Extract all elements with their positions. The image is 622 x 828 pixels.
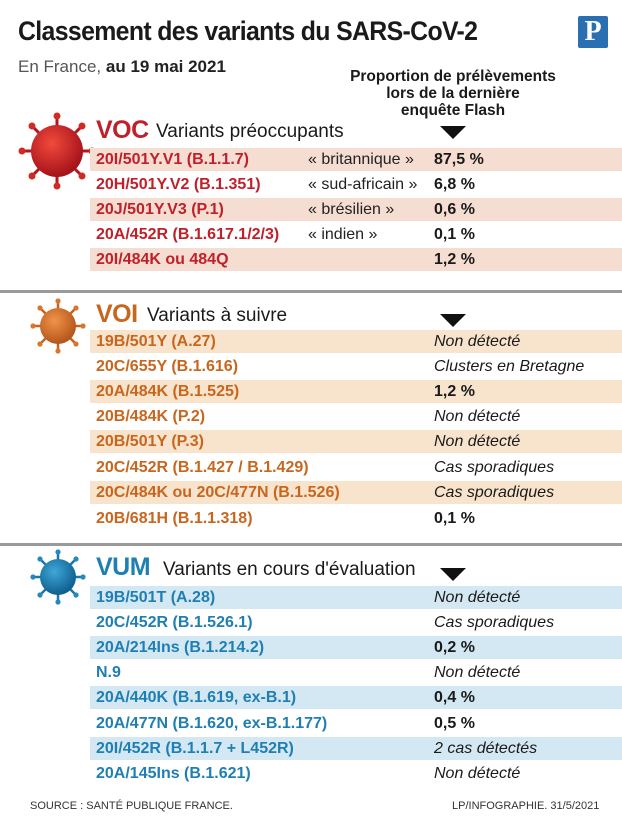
page-title: Classement des variants du SARS-CoV-2 <box>18 16 478 46</box>
variant-proportion: 0,2 % <box>434 639 475 656</box>
table-row: 19B/501T (A.28) Non détecté <box>90 586 622 609</box>
variant-proportion: Cas sporadiques <box>434 459 555 476</box>
variant-code: 20B/484K (P.2) <box>96 408 206 425</box>
variant-code: 20H/501Y.V2 (B.1.351) <box>96 176 261 193</box>
table-row: 20A/484K (B.1.525) 1,2 % <box>90 380 622 403</box>
variant-proportion: 0,4 % <box>434 689 475 706</box>
table-row: 20B/484K (P.2) Non détecté <box>90 405 622 428</box>
source-note: SOURCE : SANTÉ PUBLIQUE FRANCE. <box>30 800 233 812</box>
red-virus-icon <box>18 112 96 190</box>
voc-label: Variants préoccupants <box>156 121 344 142</box>
vum-column-arrow-icon <box>440 568 466 581</box>
table-row: 20A/214Ins (B.1.214.2) 0,2 % <box>90 636 622 659</box>
voc-code: VOC <box>96 116 149 144</box>
variant-proportion: Non détecté <box>434 408 521 425</box>
variant-code: 20A/145Ins (B.1.621) <box>96 765 251 782</box>
variant-code: N.9 <box>96 664 121 681</box>
variant-proportion: 0,6 % <box>434 201 475 218</box>
blue-virus-icon <box>30 549 86 605</box>
voi-label: Variants à suivre <box>147 305 288 326</box>
table-row: 20C/655Y (B.1.616) Clusters en Bretagne <box>90 355 622 378</box>
column-heading-line-2: lors de la dernière <box>386 85 520 102</box>
variant-code: 20A/452R (B.1.617.1/2/3) <box>96 226 280 243</box>
table-row: 20I/452R (B.1.1.7 + L452R) 2 cas détecté… <box>90 737 622 760</box>
table-row: 20I/484K ou 484Q 1,2 % <box>90 248 622 271</box>
variant-code: 20C/452R (B.1.526.1) <box>96 614 253 631</box>
variant-proportion: 0,1 % <box>434 226 475 243</box>
table-row: 20C/452R (B.1.427 / B.1.429) Cas sporadi… <box>90 456 622 479</box>
variant-proportion: Non détecté <box>434 589 521 606</box>
table-row: 20I/501Y.V1 (B.1.1.7) « britannique » 87… <box>90 148 622 171</box>
variant-code: 20C/655Y (B.1.616) <box>96 358 239 375</box>
voi-column-arrow-icon <box>440 314 466 327</box>
table-row: 19B/501Y (A.27) Non détecté <box>90 330 622 353</box>
variant-proportion: 1,2 % <box>434 251 475 268</box>
vum-code: VUM <box>96 553 151 581</box>
variant-code: 20A/477N (B.1.620, ex-B.1.177) <box>96 715 328 732</box>
section-divider <box>0 290 622 293</box>
variant-code: 20B/501Y (P.3) <box>96 433 204 450</box>
variant-code: 20J/501Y.V3 (P.1) <box>96 201 224 218</box>
table-row: 20A/452R (B.1.617.1/2/3) « indien » 0,1 … <box>90 223 622 246</box>
variant-code: 20I/501Y.V1 (B.1.1.7) <box>96 151 249 168</box>
variant-nickname: « brésilien » <box>308 201 395 218</box>
voc-column-arrow-icon <box>440 126 466 139</box>
variant-code: 20B/681H (B.1.1.318) <box>96 510 253 527</box>
variant-proportion: 0,5 % <box>434 715 475 732</box>
variant-proportion: Non détecté <box>434 664 521 681</box>
variant-code: 19B/501Y (A.27) <box>96 333 216 350</box>
variant-code: 20C/452R (B.1.427 / B.1.429) <box>96 459 309 476</box>
table-row: 20B/501Y (P.3) Non détecté <box>90 430 622 453</box>
variant-proportion: 2 cas détectés <box>434 740 538 757</box>
variant-proportion: 87,5 % <box>434 151 484 168</box>
variant-proportion: 6,8 % <box>434 176 475 193</box>
table-row: 20A/145Ins (B.1.621) Non détecté <box>90 762 622 785</box>
variant-proportion: Cas sporadiques <box>434 484 555 501</box>
table-row: 20J/501Y.V3 (P.1) « brésilien » 0,6 % <box>90 198 622 221</box>
variant-proportion: Cas sporadiques <box>434 614 555 631</box>
table-row: 20A/477N (B.1.620, ex-B.1.177) 0,5 % <box>90 712 622 735</box>
subtitle-date: au 19 mai 2021 <box>105 57 226 76</box>
variant-proportion: Non détecté <box>434 433 521 450</box>
voi-code: VOI <box>96 300 138 328</box>
variant-proportion: 1,2 % <box>434 383 475 400</box>
credit-note: LP/INFOGRAPHIE. 31/5/2021 <box>452 800 600 812</box>
variant-code: 20A/484K (B.1.525) <box>96 383 240 400</box>
column-heading: Proportion de prélèvements lors de la de… <box>340 68 566 119</box>
table-row: 20C/452R (B.1.526.1) Cas sporadiques <box>90 611 622 634</box>
variant-proportion: Non détecté <box>434 333 521 350</box>
table-row: 20C/484K ou 20C/477N (B.1.526) Cas spora… <box>90 481 622 504</box>
subtitle-prefix: En France, <box>18 57 102 76</box>
column-heading-line-1: Proportion de prélèvements <box>350 68 556 85</box>
variant-nickname: « indien » <box>308 226 378 243</box>
variant-proportion: Non détecté <box>434 765 521 782</box>
column-heading-line-3: enquête Flash <box>400 102 506 119</box>
table-row: 20H/501Y.V2 (B.1.351) « sud-africain » 6… <box>90 173 622 196</box>
variant-code: 19B/501T (A.28) <box>96 589 216 606</box>
table-row: 20A/440K (B.1.619, ex-B.1) 0,4 % <box>90 686 622 709</box>
orange-virus-icon <box>30 298 86 354</box>
variant-proportion: Clusters en Bretagne <box>434 358 585 375</box>
vum-label: Variants en cours d'évaluation <box>163 559 416 580</box>
variant-nickname: « britannique » <box>308 151 414 168</box>
variant-nickname: « sud-africain » <box>308 176 418 193</box>
section-divider <box>0 543 622 546</box>
table-row: N.9 Non détecté <box>90 661 622 684</box>
variant-code: 20I/484K ou 484Q <box>96 251 229 268</box>
le-parisien-logo: P <box>578 16 608 48</box>
page-subtitle: En France, au 19 mai 2021 <box>18 57 226 77</box>
variant-code: 20C/484K ou 20C/477N (B.1.526) <box>96 484 340 501</box>
variant-code: 20A/214Ins (B.1.214.2) <box>96 639 265 656</box>
variant-code: 20A/440K (B.1.619, ex-B.1) <box>96 689 297 706</box>
table-row: 20B/681H (B.1.1.318) 0,1 % <box>90 507 622 530</box>
variant-code: 20I/452R (B.1.1.7 + L452R) <box>96 740 294 757</box>
variant-proportion: 0,1 % <box>434 510 475 527</box>
